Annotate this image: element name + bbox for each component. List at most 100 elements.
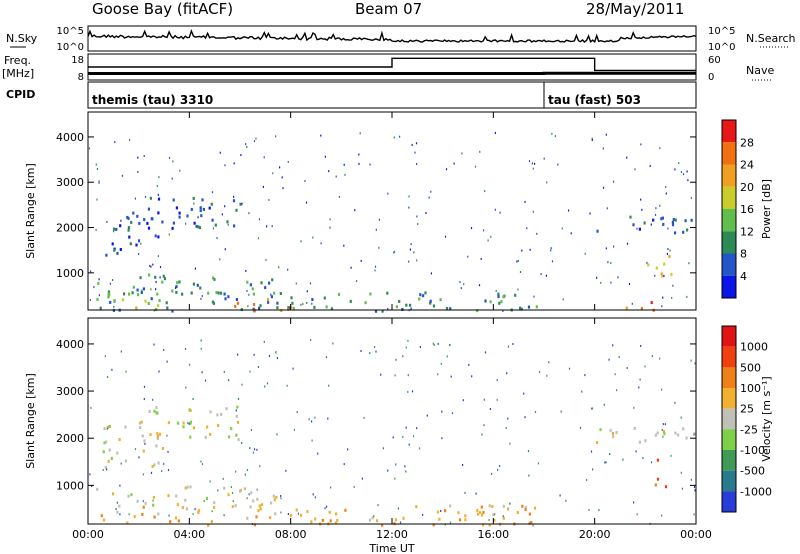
colorbar-tick-label: 28: [740, 136, 754, 149]
range-time-cell: [371, 516, 374, 520]
range-time-speck: [686, 170, 688, 173]
colorbar-frame: [721, 325, 737, 513]
range-time-speck: [255, 137, 257, 140]
range-time-speck: [554, 135, 556, 138]
range-time-speck: [483, 229, 485, 232]
range-time-cell: [644, 439, 647, 443]
range-time-cell: [136, 214, 139, 218]
range-time-cell: [273, 498, 276, 502]
range-time-speck: [256, 488, 258, 491]
range-time-speck: [425, 212, 427, 214]
range-time-speck: [426, 414, 428, 417]
range-time-cell: [239, 489, 242, 493]
range-time-cell: [252, 303, 256, 306]
range-time-cell: [178, 215, 181, 219]
range-time-cell: [148, 273, 151, 277]
range-time-speck: [253, 353, 255, 356]
range-time-speck: [412, 435, 415, 438]
range-time-speck: [432, 342, 434, 345]
range-time-cell: [110, 456, 113, 460]
range-time-speck: [617, 276, 619, 279]
range-time-speck: [441, 437, 443, 440]
range-time-cell: [663, 262, 666, 266]
range-time-cell: [252, 499, 255, 503]
range-time-cell: [196, 283, 199, 287]
range-time-speck: [650, 223, 652, 226]
range-time-cell: [270, 501, 273, 505]
range-time-speck: [185, 386, 187, 389]
range-time-speck: [659, 204, 661, 207]
range-time-speck: [248, 212, 250, 215]
range-time-speck: [375, 350, 377, 353]
range-time-cell: [172, 221, 175, 225]
range-time-speck: [228, 379, 230, 382]
range-time-cell: [478, 511, 482, 515]
range-time-cell: [212, 301, 215, 305]
colorbar-segment: [722, 470, 736, 492]
range-time-speck: [233, 162, 235, 165]
range-time-speck: [311, 439, 313, 442]
range-time-speck: [688, 262, 690, 265]
range-time-cell: [239, 202, 242, 206]
range-time-speck: [252, 451, 254, 454]
cpid-label: CPID: [6, 88, 35, 101]
range-time-speck: [270, 293, 272, 296]
range-time-cell: [685, 436, 688, 440]
range-time-speck: [380, 373, 382, 376]
y-tick-label: 3000: [56, 385, 84, 398]
range-time-speck: [551, 132, 553, 135]
range-time-cell: [146, 221, 149, 225]
range-time-speck: [113, 305, 115, 308]
range-time-speck: [449, 521, 452, 524]
range-time-speck: [134, 197, 136, 200]
range-time-cell: [165, 301, 168, 305]
range-time-speck: [167, 469, 170, 472]
range-time-speck: [517, 288, 519, 291]
range-time-cell: [656, 458, 659, 462]
range-time-cell: [429, 301, 432, 305]
range-time-speck: [521, 249, 523, 252]
range-time-cell: [190, 207, 193, 211]
range-time-cell: [142, 505, 145, 509]
range-time-cell: [177, 519, 180, 523]
x-tick-label: 00:00: [72, 528, 104, 541]
range-time-speck: [495, 289, 497, 292]
range-time-speck: [399, 521, 402, 524]
range-time-speck: [89, 473, 91, 476]
range-time-cell: [424, 291, 427, 295]
range-time-cell: [129, 242, 132, 246]
range-time-cell: [103, 427, 106, 431]
range-time-cell: [167, 421, 170, 425]
range-time-speck: [201, 463, 204, 466]
range-time-speck: [98, 294, 100, 297]
range-time-speck: [405, 426, 407, 429]
range-time-speck: [584, 252, 586, 255]
range-time-speck: [527, 450, 530, 453]
range-time-speck: [654, 213, 657, 216]
range-time-speck: [125, 370, 127, 373]
range-time-cell: [267, 298, 270, 302]
range-time-cell: [213, 505, 216, 509]
range-time-speck: [194, 508, 196, 511]
range-time-speck: [665, 186, 667, 188]
range-time-speck: [417, 223, 419, 225]
range-time-speck: [496, 398, 498, 401]
cpid-segment-label: tau (fast) 503: [548, 93, 641, 107]
range-time-cell: [115, 227, 118, 231]
range-time-cell: [638, 440, 641, 444]
range-time-speck: [475, 492, 477, 495]
range-time-speck: [369, 352, 371, 355]
range-time-speck: [175, 286, 177, 289]
range-time-cell: [116, 510, 119, 514]
range-time-speck: [347, 448, 349, 451]
range-time-cell: [223, 486, 226, 490]
range-time-cell: [189, 409, 192, 412]
range-time-cell: [235, 414, 238, 418]
range-time-cell: [151, 464, 154, 468]
range-time-cell: [497, 292, 500, 296]
range-time-speck: [437, 342, 439, 345]
range-time-cell: [259, 507, 262, 511]
range-time-speck: [506, 372, 508, 375]
range-time-speck: [481, 433, 483, 436]
range-time-cell: [236, 405, 239, 409]
